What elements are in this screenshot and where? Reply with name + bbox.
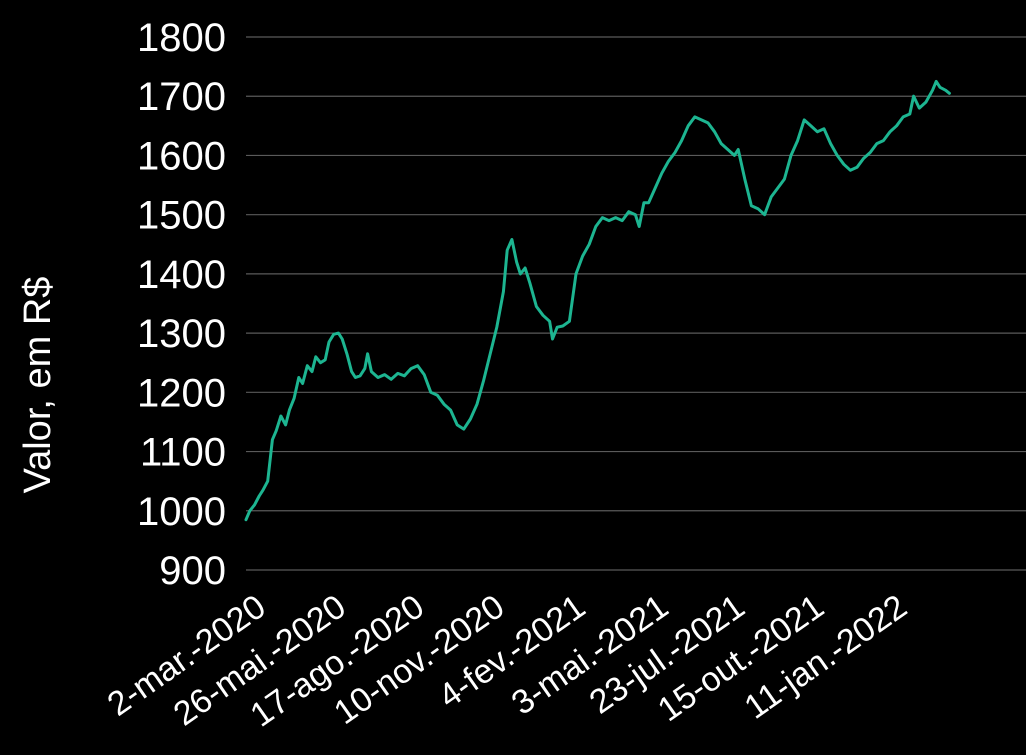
x-tick-labels: 2-mar.-202026-mai.-202017-ago.-202010-no… [101,587,914,734]
y-tick-label: 1800 [137,16,226,60]
y-tick-label: 1000 [137,490,226,534]
y-tick-label: 900 [159,549,226,593]
y-tick-labels: 900 1000 1100 1200 1300 1400 1500 1600 1700 1800 [137,16,226,593]
y-tick-label: 1700 [137,75,226,119]
y-axis-label: Valor, em R$ [17,277,59,494]
series-line [244,79,951,522]
y-tick-label: 1200 [137,371,226,415]
series-layer [244,79,951,522]
y-tick-label: 1500 [137,194,226,238]
y-tick-label: 1400 [137,253,226,297]
y-tick-label: 1100 [140,431,226,475]
y-tick-label: 1300 [137,312,226,356]
grid-lines [246,36,1026,571]
y-tick-label: 1600 [137,134,226,178]
